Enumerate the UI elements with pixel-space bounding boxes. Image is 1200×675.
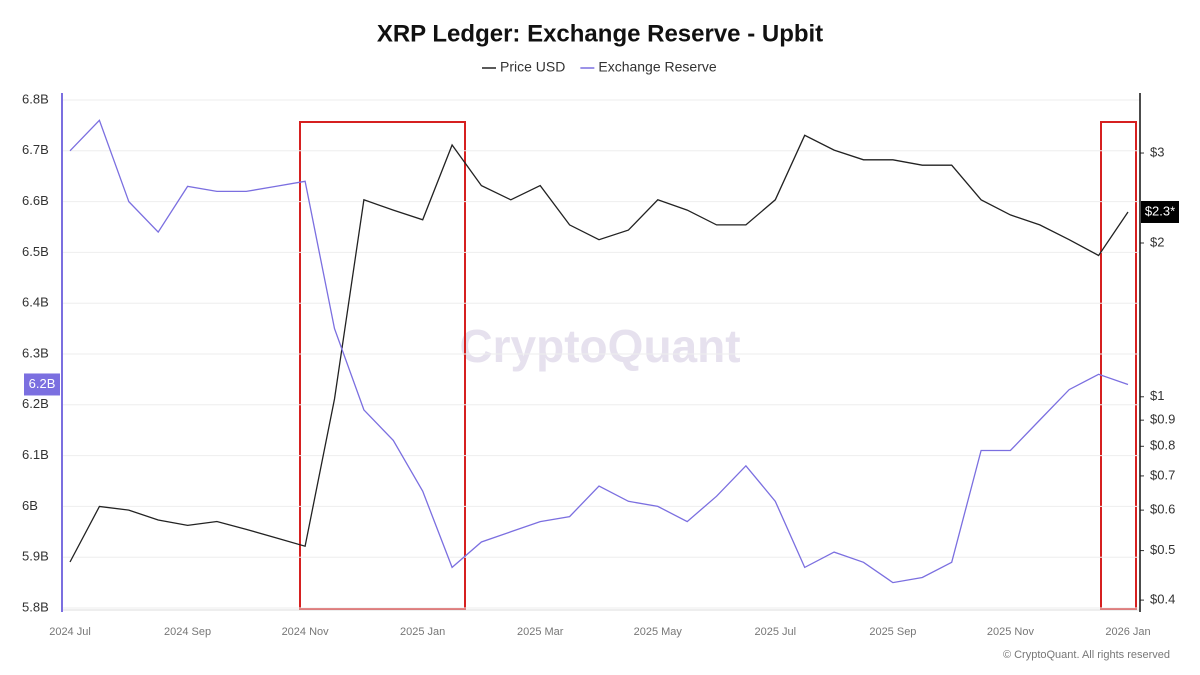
credit: © CryptoQuant. All rights reserved: [1003, 649, 1170, 661]
y2-tick-label: $1: [1150, 388, 1164, 403]
y-tick-label: 5.9B: [22, 549, 49, 564]
y2-tick-label: $0.5: [1150, 542, 1175, 557]
y2-tick-label: $3: [1150, 144, 1164, 159]
highlight-box: [1100, 121, 1137, 610]
y2-tick-label: $0.9: [1150, 412, 1175, 427]
y-tick-label: 6.5B: [22, 244, 49, 259]
x-tick-label: 2024 Nov: [282, 626, 330, 638]
y-tick-label: 6B: [22, 498, 38, 513]
end-label: $2.3*: [1145, 203, 1175, 218]
y2-tick-label: $0.6: [1150, 502, 1175, 517]
y2-tick-label: $0.4: [1150, 592, 1175, 607]
y-tick-label: 6.4B: [22, 295, 49, 310]
x-tick-label: 2025 Mar: [517, 626, 564, 638]
x-tick-label: 2024 Sep: [164, 626, 211, 638]
x-tick-label: 2024 Jul: [49, 626, 91, 638]
end-label-box: [24, 373, 60, 396]
highlight-box: [299, 121, 466, 610]
y-tick-label: 6.2B: [22, 396, 49, 411]
watermark: CryptoQuant: [459, 320, 740, 372]
end-label-box: [1141, 200, 1179, 223]
y-tick-label: 6.8B: [22, 91, 49, 106]
chart-title: XRP Ledger: Exchange Reserve - Upbit: [377, 20, 823, 47]
y-tick-label: 6.7B: [22, 142, 49, 157]
series-line: [69, 119, 1129, 584]
x-tick-label: 2026 Jan: [1105, 626, 1150, 638]
x-tick-label: 2025 Sep: [869, 626, 916, 638]
end-label: 6.2B: [29, 376, 56, 391]
y-tick-label: 6.1B: [22, 447, 49, 462]
y2-tick-label: $0.7: [1150, 467, 1175, 482]
x-tick-label: 2025 Jan: [400, 626, 445, 638]
x-tick-label: 2025 Nov: [987, 626, 1035, 638]
legend-label: Price USD: [500, 59, 565, 75]
y-tick-label: 5.8B: [22, 599, 49, 614]
y-tick-label: 6.3B: [22, 345, 49, 360]
series-line: [69, 134, 1129, 563]
y2-tick-label: $0.8: [1150, 438, 1175, 453]
y2-tick-label: $2: [1150, 234, 1164, 249]
y-tick-label: 6.6B: [22, 193, 49, 208]
x-tick-label: 2025 Jul: [755, 626, 797, 638]
x-tick-label: 2025 May: [634, 626, 683, 638]
legend-label: Exchange Reserve: [598, 59, 717, 75]
